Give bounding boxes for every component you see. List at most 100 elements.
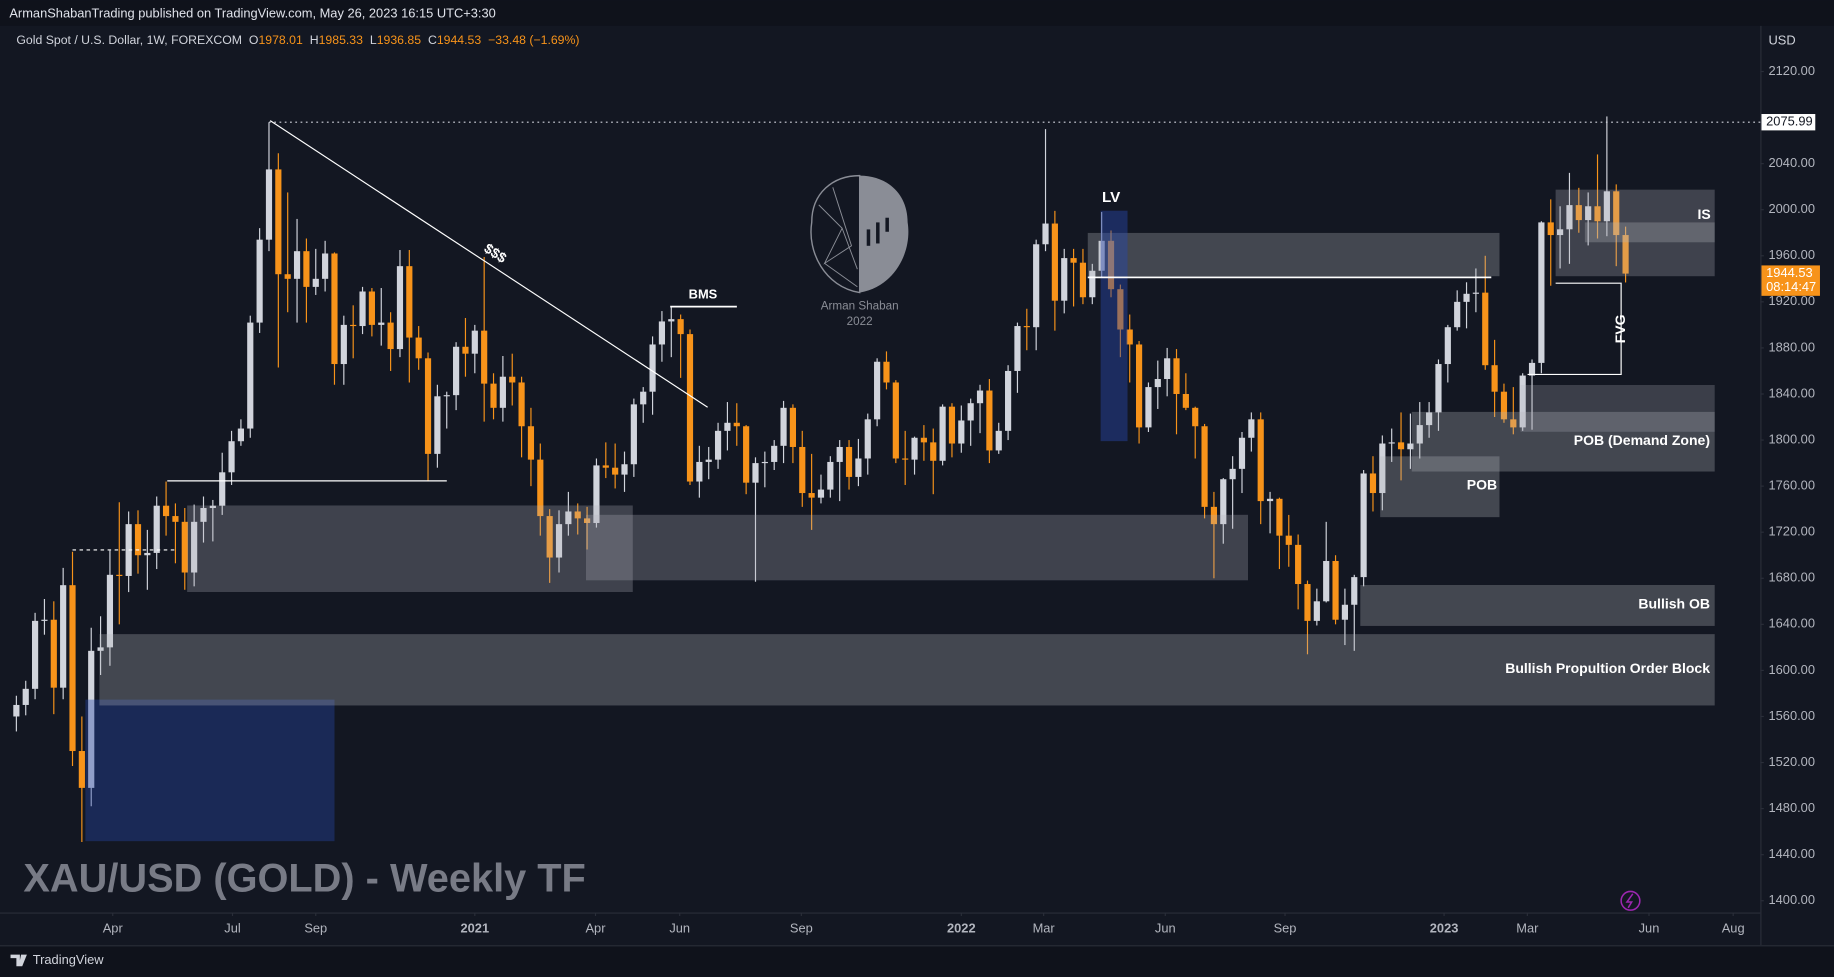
logo-candle xyxy=(876,222,880,244)
pob-demand-zone xyxy=(1520,384,1715,432)
candle-body xyxy=(1613,191,1620,236)
candle-body xyxy=(845,446,853,477)
zones xyxy=(85,189,1715,842)
candle-body xyxy=(434,396,441,454)
candle-body xyxy=(237,428,245,442)
candle-body xyxy=(958,420,965,444)
candle-body xyxy=(1500,391,1508,420)
candle-body xyxy=(1079,262,1087,298)
candle-body xyxy=(574,511,581,519)
candle-body xyxy=(583,518,591,523)
zone xyxy=(585,514,1249,581)
candle-body xyxy=(191,521,198,573)
y-tick-label: 1920.00 xyxy=(1769,293,1815,308)
candle-body xyxy=(396,266,404,350)
candle-body xyxy=(733,422,740,427)
candle-body xyxy=(995,430,1002,451)
trend-line xyxy=(269,120,708,408)
candle-body xyxy=(1126,329,1133,345)
candle-body xyxy=(97,647,104,651)
candle-body xyxy=(453,346,460,396)
candle-body xyxy=(874,361,881,420)
candle-body xyxy=(761,461,768,464)
x-tick-label: Apr xyxy=(585,920,606,935)
candle-body xyxy=(1379,443,1386,494)
bullish-ob-label: Bullish OB xyxy=(1638,596,1710,612)
candle-body xyxy=(1107,240,1115,290)
candle-body xyxy=(1491,365,1498,392)
candle-body xyxy=(1089,270,1096,298)
x-tick-label: 2022 xyxy=(947,920,976,935)
logo-candle xyxy=(885,217,889,232)
candle-body xyxy=(1622,235,1629,274)
alert-icon[interactable] xyxy=(1620,890,1641,911)
candle-body xyxy=(1528,362,1536,376)
pob-label: POB xyxy=(1467,476,1497,492)
legend-symbol: Gold Spot / U.S. Dollar, 1W, FOREXCOM xyxy=(16,33,242,47)
logo-network xyxy=(818,187,858,288)
candle-body xyxy=(1192,407,1199,427)
propulsion-label: Bullish Propultion Order Block xyxy=(1505,660,1710,676)
legend-key: L xyxy=(370,33,377,47)
pob-zone xyxy=(1380,456,1500,518)
is-inner-zone xyxy=(1584,222,1715,243)
publisher-line: ArmanShabanTrading published on TradingV… xyxy=(9,6,495,21)
logo-name: Arman Shaban xyxy=(821,300,899,313)
candle-body xyxy=(1397,442,1405,450)
legend-value: 1936.85 xyxy=(377,33,422,47)
candle-body xyxy=(144,552,151,556)
candle-body xyxy=(1135,344,1143,428)
high-level-label: 2075.99 xyxy=(1766,114,1812,129)
candle-body xyxy=(1257,419,1264,502)
candle-body xyxy=(911,437,918,460)
candle-body xyxy=(1061,258,1068,301)
candle-body xyxy=(1005,370,1012,431)
x-tick-label: Aug xyxy=(1722,920,1745,935)
candle-body xyxy=(1014,326,1021,371)
candle-body xyxy=(1360,473,1367,578)
fvg-label: FVG xyxy=(1612,314,1628,343)
x-tick-label: Jun xyxy=(669,920,690,935)
candle-body xyxy=(1248,419,1255,438)
candle-body xyxy=(209,505,216,509)
price-tag xyxy=(1761,265,1820,296)
candle-body xyxy=(116,574,123,576)
high-level-tag xyxy=(1761,114,1816,131)
y-tick-label: 2040.00 xyxy=(1769,155,1815,170)
x-tick-label: Mar xyxy=(1033,920,1056,935)
candle-body xyxy=(555,524,563,558)
candle-body xyxy=(265,169,273,240)
pob-demand-zone xyxy=(1411,411,1715,472)
legend-key: O xyxy=(249,33,259,47)
candle-body xyxy=(789,407,797,447)
candle-body xyxy=(621,464,628,475)
logo: Arman Shaban 2022 xyxy=(810,174,909,328)
candle-body xyxy=(256,239,263,323)
y-tick-label: 1400.00 xyxy=(1769,892,1815,907)
currency-label: USD xyxy=(1769,33,1796,48)
candle-body xyxy=(41,619,48,621)
candle-body xyxy=(1519,375,1526,428)
pob-demand-label: POB (Demand Zone) xyxy=(1574,432,1710,448)
is-label: IS xyxy=(1698,206,1711,222)
logo-left-half xyxy=(810,174,861,294)
candle-body xyxy=(677,319,684,335)
candle-body xyxy=(640,391,647,405)
candle-body xyxy=(976,390,984,404)
brand: TradingView xyxy=(10,952,104,967)
candle-body xyxy=(1313,601,1320,621)
candle-body xyxy=(78,751,85,788)
candle-body xyxy=(714,430,722,460)
candle-body xyxy=(368,291,375,325)
candle-body xyxy=(1154,379,1161,388)
candle-body xyxy=(527,426,535,460)
candle-body xyxy=(920,437,927,443)
candle-body xyxy=(1145,387,1152,428)
candle-body xyxy=(443,395,450,397)
candle-body xyxy=(1042,223,1049,245)
candle-body xyxy=(415,337,422,359)
annotations: $$$ BMS LV IS FVG POB (Demand Zone) POB … xyxy=(23,189,1710,901)
candle-body xyxy=(312,278,319,287)
candle-body xyxy=(1238,437,1246,469)
bottom-bar xyxy=(0,945,1834,977)
